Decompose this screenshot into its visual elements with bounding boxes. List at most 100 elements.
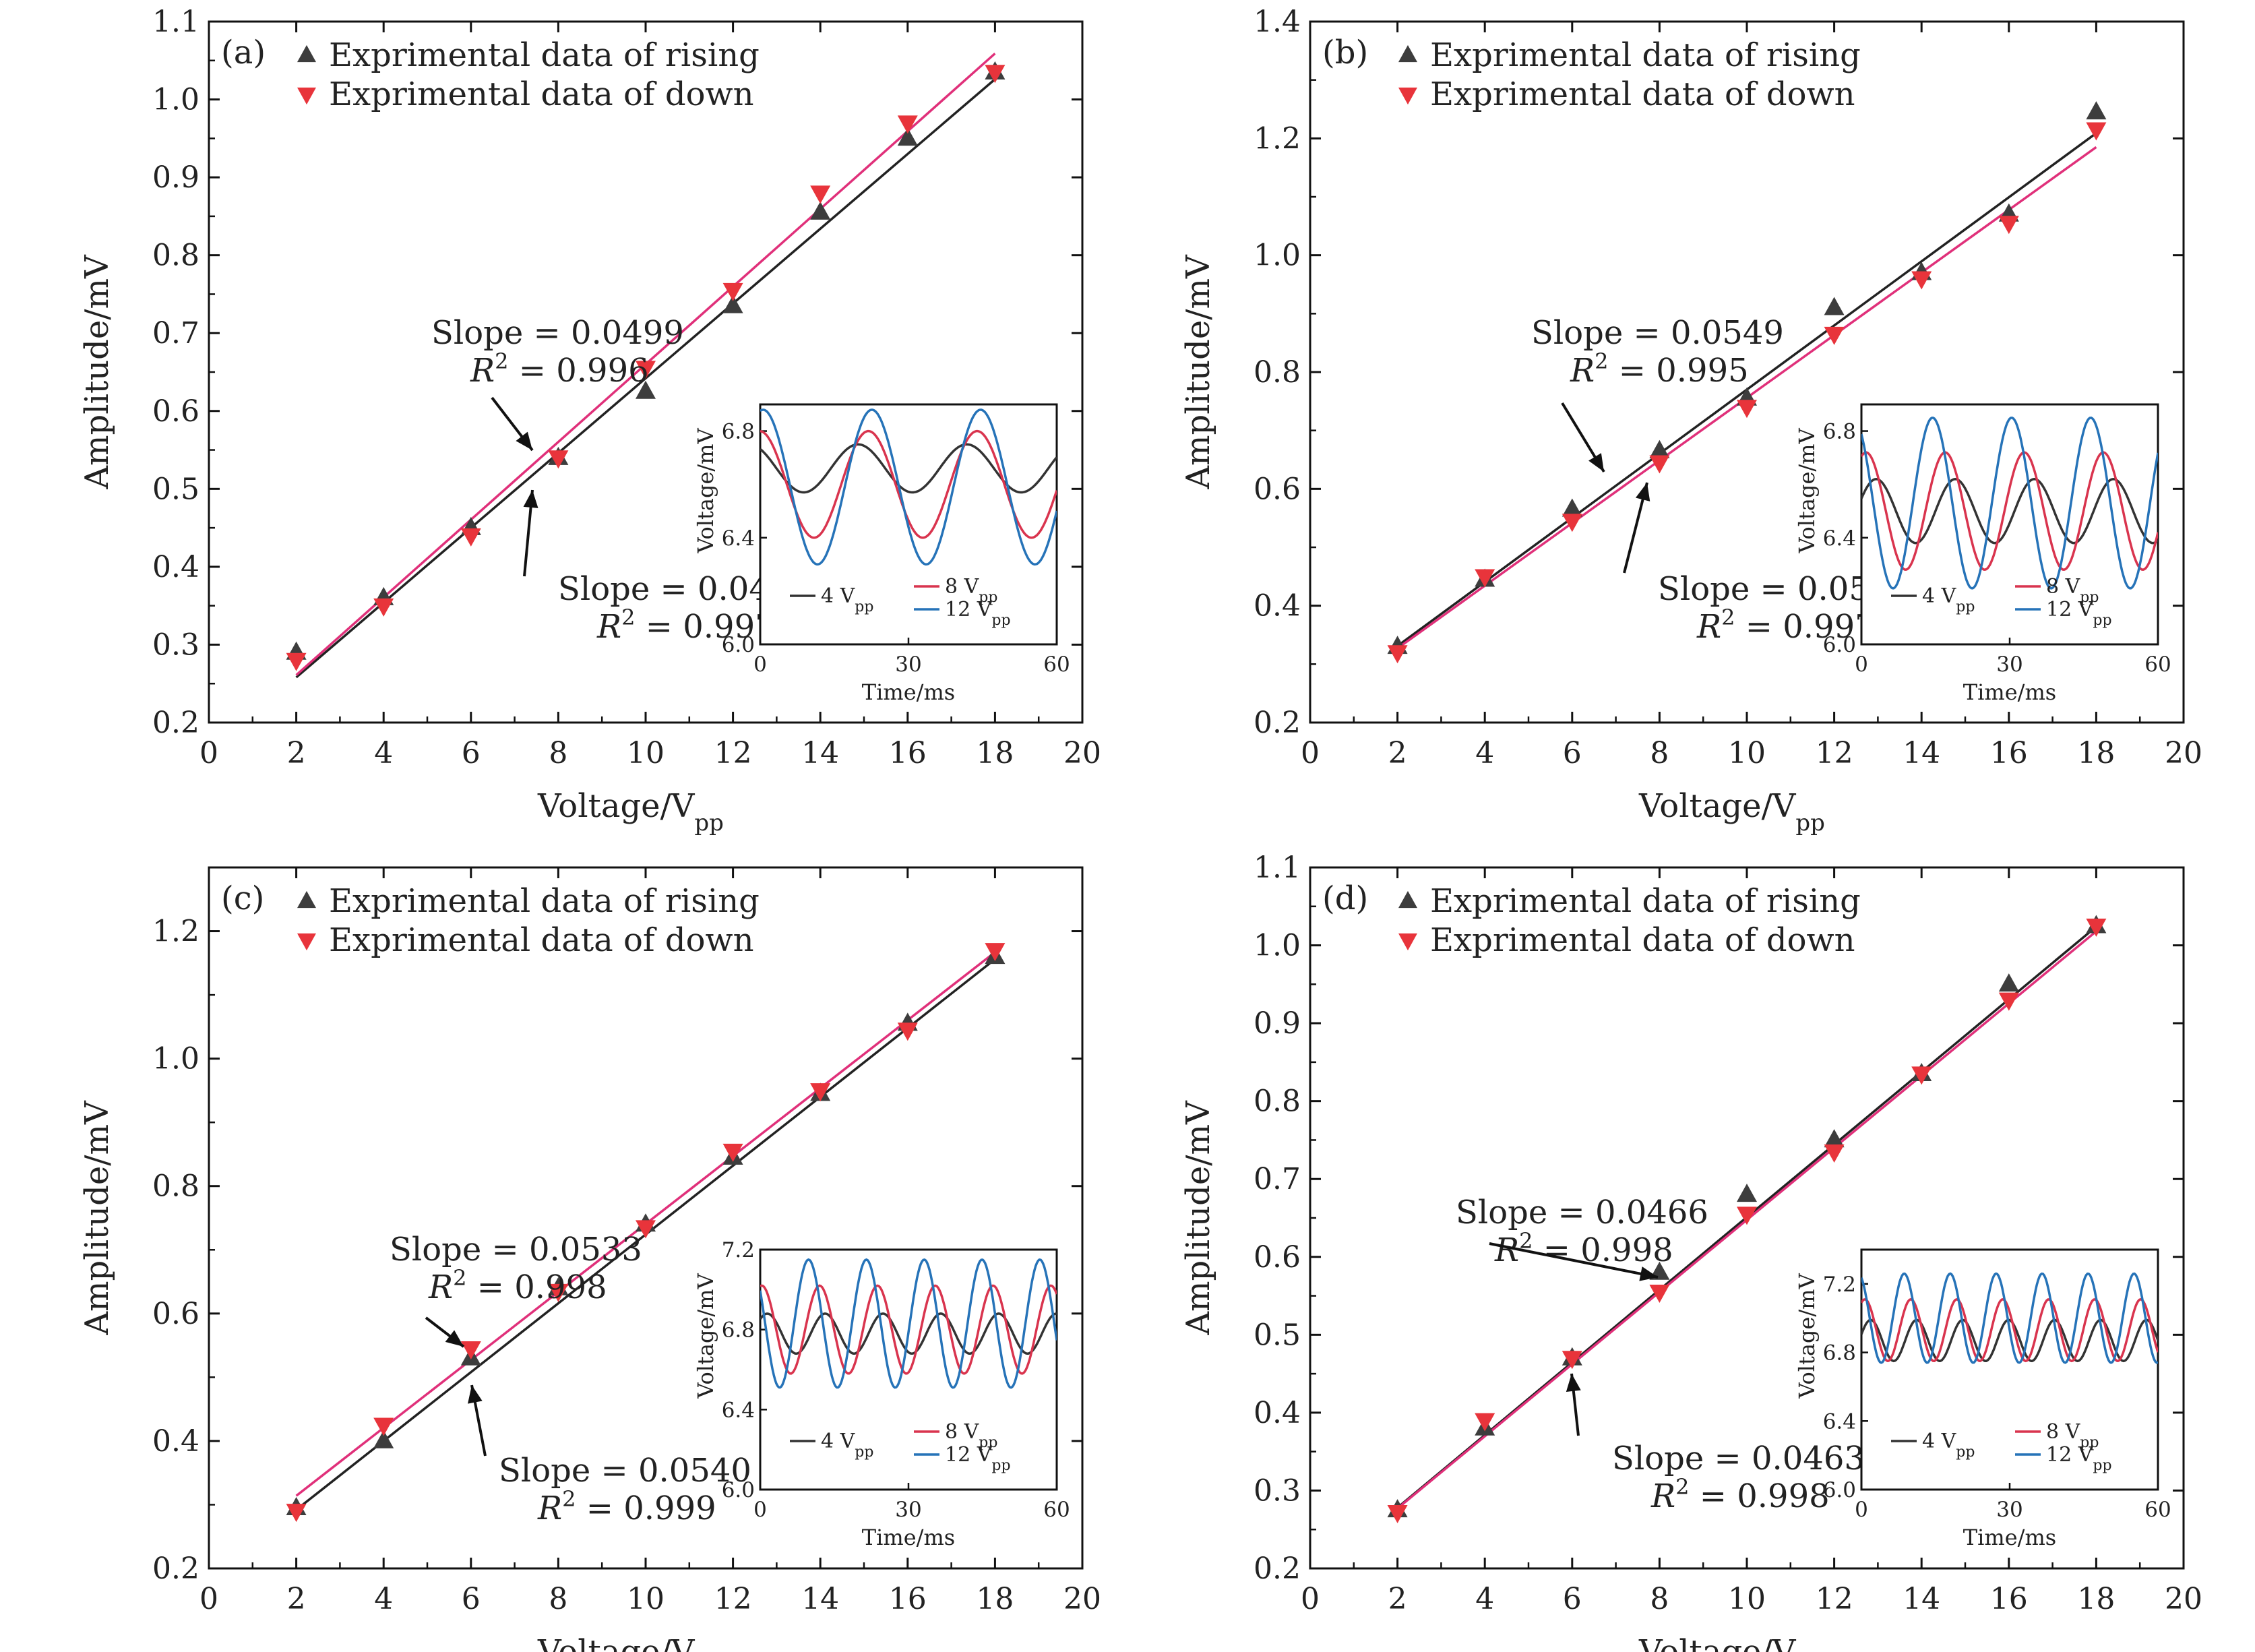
- inset-y-axis-title: Voltage/mV: [1794, 427, 1820, 553]
- inset-y-axis-title: Voltage/mV: [1794, 1273, 1820, 1399]
- r2-annotation: R2 = 0.997: [1696, 605, 1876, 646]
- inset-x-tick-label: 60: [1043, 1498, 1070, 1522]
- panel-label: (a): [221, 34, 266, 71]
- x-axis-title: Voltage/Vpp: [1638, 787, 1825, 836]
- panel-c: 0 2 4 6 8 10 12 14 16 18 200.20.40.60.81.01.2Volta…: [78, 866, 1101, 1652]
- x-tick-label: 20: [1063, 736, 1101, 770]
- x-tick-label: 2: [1388, 1582, 1407, 1616]
- down-point: [373, 1417, 394, 1436]
- legend-label-down: Exprimental data of down: [329, 75, 754, 113]
- r2-value: = 0.995: [1609, 352, 1749, 390]
- y-tick-label: 1.0: [152, 83, 199, 117]
- x-tick-label: 8: [549, 1582, 567, 1616]
- down-point: [1562, 1351, 1582, 1370]
- x-axis-title-main: Voltage/V: [537, 1633, 696, 1652]
- rising-point: [1562, 498, 1582, 517]
- inset-y-axis-title: Voltage/mV: [693, 1273, 718, 1399]
- down-point: [1649, 1284, 1670, 1303]
- inset-x-axis-title: Time/ms: [1963, 1525, 2056, 1550]
- inset-legend-sub: pp: [2080, 1434, 2099, 1451]
- annotation-arrow-shaft: [1489, 1242, 1659, 1279]
- r2-value: = 0.999: [576, 1490, 716, 1527]
- inset-legend-main: 4 V: [821, 1430, 856, 1453]
- y-tick-label: 0.9: [152, 160, 199, 195]
- x-tick-label: 4: [1475, 1582, 1494, 1616]
- inset-legend-label: 4 Vpp: [1922, 584, 1975, 615]
- r2-annotation: R2 = 0.997: [596, 605, 776, 646]
- legend-label-down: Exprimental data of down: [1430, 921, 1855, 959]
- inset-y-tick-label: 7.2: [722, 1238, 755, 1262]
- panel-label: (d): [1322, 880, 1368, 917]
- x-tick-label: 16: [1990, 1582, 2028, 1616]
- inset-x-axis-title: Time/ms: [1963, 679, 2056, 705]
- y-tick-label: 1.1: [1254, 851, 1301, 885]
- x-tick-label: 0: [1301, 1582, 1320, 1616]
- inset-x-tick-label: 0: [1855, 1498, 1868, 1522]
- inset-legend-label: 12 Vpp: [945, 598, 1011, 629]
- down-point: [1387, 645, 1408, 664]
- r2-value: = 0.998: [467, 1268, 607, 1306]
- slope-annotation: Slope = 0.0549: [1531, 314, 1784, 352]
- down-point: [2086, 918, 2107, 937]
- inset-x-tick-label: 0: [1855, 652, 1868, 677]
- inset-legend-main: 12 V: [2046, 598, 2094, 621]
- x-axis-title-main: Voltage/V: [537, 787, 696, 825]
- legend-label-rising: Exprimental data of rising: [329, 882, 760, 920]
- y-tick-label: 1.0: [1254, 239, 1301, 273]
- down-point: [1824, 1144, 1845, 1163]
- legend-marker-rising: [297, 890, 316, 909]
- x-tick-label: 10: [627, 1582, 665, 1616]
- y-tick-label: 0.8: [152, 239, 199, 273]
- inset-legend-label: 8 Vpp: [945, 1420, 997, 1451]
- down-point: [985, 65, 1006, 84]
- x-tick-label: 6: [462, 1582, 481, 1616]
- slope-annotation: Slope = 0.0499: [431, 314, 684, 352]
- x-tick-label: 2: [1388, 736, 1407, 770]
- inset-wave-12v: [1861, 1272, 2158, 1364]
- inset-legend-label: 4 Vpp: [821, 584, 873, 615]
- x-tick-label: 18: [976, 1582, 1014, 1616]
- y-tick-label: 0.4: [1254, 589, 1301, 623]
- inset-legend-main: 8 V: [2046, 575, 2081, 599]
- x-tick-label: 0: [199, 736, 218, 770]
- down-point: [1475, 569, 1495, 588]
- panel-label: (c): [221, 880, 264, 917]
- r2-symbol: R: [596, 608, 621, 646]
- inset-x-tick-label: 60: [2144, 1498, 2171, 1522]
- inset-wave-4v: [1861, 1318, 2158, 1363]
- y-axis-title: Amplitude/mV: [1179, 254, 1217, 490]
- x-tick-label: 12: [714, 1582, 752, 1616]
- inset-legend-label: 12 Vpp: [945, 1443, 1011, 1474]
- down-point: [1387, 1505, 1408, 1523]
- x-tick-label: 0: [199, 1582, 218, 1616]
- annotation-arrow: [1566, 1373, 1581, 1436]
- inset-y-tick-label: 7.2: [1823, 1273, 1856, 1297]
- y-tick-label: 0.9: [1254, 1006, 1301, 1041]
- rising-point: [810, 201, 831, 220]
- inset-y-tick-label: 6.4: [1823, 526, 1856, 551]
- inset-y-tick-label: 6.0: [1823, 1478, 1856, 1502]
- y-tick-label: 0.7: [152, 316, 199, 350]
- y-tick-label: 0.4: [1254, 1396, 1301, 1430]
- inset-x-tick-label: 0: [753, 1498, 767, 1522]
- r2-symbol: R: [428, 1268, 453, 1306]
- r2-exponent: 2: [1519, 1228, 1533, 1254]
- inset-y-tick-label: 6.8: [1823, 1341, 1856, 1366]
- annotation-arrow-head: [445, 1330, 464, 1347]
- r2-exponent: 2: [1675, 1474, 1689, 1500]
- inset-wave-12v: [760, 1258, 1057, 1389]
- x-tick-label: 18: [2077, 1582, 2115, 1616]
- legend-marker-rising: [1398, 44, 1417, 63]
- legend-marker-down: [297, 933, 316, 951]
- inset-legend-label: 12 Vpp: [2046, 598, 2112, 629]
- inset-legend-main: 4 V: [821, 584, 856, 608]
- x-tick-label: 14: [1903, 1582, 1940, 1616]
- slope-annotation: Slope = 0.0463: [1612, 1440, 1865, 1477]
- rising-point: [1824, 1129, 1845, 1148]
- inset-x-tick-label: 30: [1996, 1498, 2022, 1522]
- down-point: [1824, 326, 1845, 345]
- inset-x-axis-title: Time/ms: [862, 1525, 955, 1550]
